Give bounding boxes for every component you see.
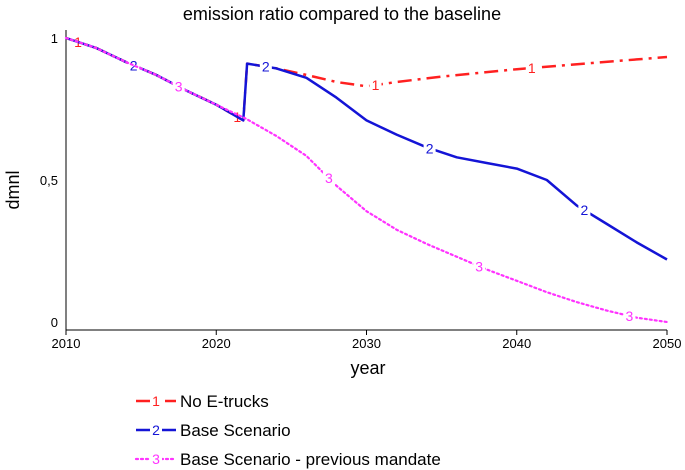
series-marker-bg	[172, 78, 185, 95]
series-line	[64, 36, 669, 324]
series-line	[65, 36, 668, 261]
series-marker-bg	[369, 77, 382, 94]
series-marker: 3	[175, 79, 183, 95]
legend-item-1: 1 No E-trucks	[136, 392, 269, 411]
series-marker: 2	[130, 57, 138, 73]
y-tick-labels: 00,51	[40, 31, 58, 330]
chart-title: emission ratio compared to the baseline	[183, 4, 501, 24]
series-marker: 2	[426, 140, 434, 156]
legend-label: Base Scenario	[180, 421, 291, 440]
y-axis-label: dmnl	[3, 170, 23, 209]
legend-label: Base Scenario - previous mandate	[180, 450, 441, 469]
y-tick-label: 1	[51, 31, 58, 46]
series-marker-bg	[623, 307, 636, 324]
series-marker: 2	[580, 202, 588, 218]
x-tick-label: 2020	[202, 336, 231, 351]
series-2: 2 2 2 2	[65, 36, 668, 261]
series-marker-bg	[578, 202, 591, 219]
x-tick-label: 2050	[653, 336, 682, 351]
series-marker: 3	[325, 170, 333, 186]
legend-marker: 3	[152, 451, 160, 467]
x-tick-label: 2040	[502, 336, 531, 351]
legend-marker-bg	[150, 421, 162, 438]
legend-item-2: 2 Base Scenario	[136, 421, 291, 440]
legend-marker-bg	[150, 450, 162, 467]
series-marker: 3	[626, 308, 634, 324]
series-3: 3 3 3 3	[64, 36, 669, 324]
y-tick-label: 0,5	[40, 173, 58, 188]
x-tick-label: 2010	[52, 336, 81, 351]
legend-label: No E-trucks	[180, 392, 269, 411]
series-line	[65, 36, 668, 122]
legend: 1 No E-trucks 2 Base Scenario 3 Base Scenario…	[134, 392, 441, 469]
series-marker-bg	[473, 258, 486, 275]
legend-item-3: 3 Base Scenario - previous mandate	[134, 450, 441, 469]
legend-marker: 1	[152, 393, 160, 409]
series-marker: 1	[372, 77, 380, 93]
x-axis-label: year	[350, 358, 385, 378]
series-marker-bg	[525, 59, 538, 76]
y-tick-label: 0	[51, 315, 58, 330]
series-marker-bg	[259, 58, 272, 75]
series-marker-bg	[322, 170, 335, 187]
x-tick-label: 2030	[352, 336, 381, 351]
legend-marker-bg	[150, 392, 162, 409]
legend-marker: 2	[152, 422, 160, 438]
series-marker: 2	[262, 59, 270, 75]
series-marker-bg	[423, 140, 436, 157]
x-tick-labels: 2010 2020 2030 2040 2050	[52, 330, 682, 351]
series-marker: 3	[475, 258, 483, 274]
series-marker: 1	[528, 60, 536, 76]
